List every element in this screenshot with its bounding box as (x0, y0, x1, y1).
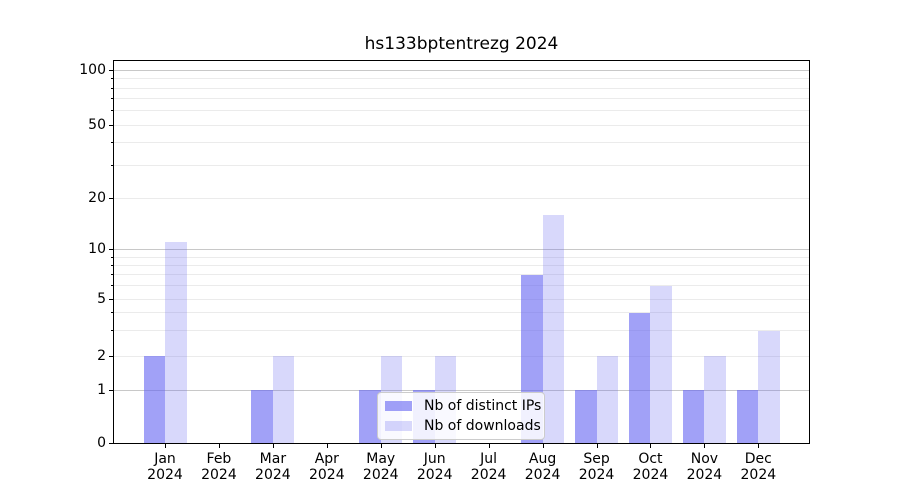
gridline-major (114, 70, 809, 71)
gridline-minor (114, 78, 809, 80)
x-tick-mark (326, 444, 328, 448)
y-tick-mark-minor (111, 78, 113, 80)
bar-downloads (704, 356, 726, 444)
x-tick-label: Jul 2024 (470, 451, 507, 483)
x-tick-label: Dec 2024 (740, 451, 777, 483)
bar-downloads (272, 356, 295, 444)
y-tick-mark-minor (111, 264, 113, 266)
x-tick-mark (596, 444, 598, 448)
y-tick-mark-minor (111, 142, 113, 144)
bar-distinct-ips (575, 390, 597, 444)
bar-downloads (758, 330, 780, 444)
x-tick-label: Mar 2024 (255, 451, 291, 483)
y-tick-mark-minor (111, 256, 113, 258)
y-tick-mark (109, 443, 113, 444)
gridline-minor (114, 330, 809, 332)
y-tick-label: 100 (79, 62, 106, 78)
y-tick-label: 20 (88, 189, 106, 206)
x-tick-label: Feb 2024 (201, 451, 237, 483)
gridline-minor (114, 285, 809, 287)
gridline-minor (114, 142, 809, 144)
x-tick-mark (704, 444, 706, 448)
x-tick-label: Nov 2024 (686, 451, 723, 483)
legend-item: Nb of downloads (385, 416, 541, 436)
y-tick-mark-minor (111, 87, 113, 89)
y-tick-mark (109, 355, 113, 357)
x-tick-mark (380, 444, 382, 448)
y-tick-mark (109, 197, 113, 199)
gridline-minor (114, 256, 809, 258)
gridline-minor (114, 197, 809, 199)
x-tick-label: Oct 2024 (632, 451, 669, 483)
gridline-minor (114, 274, 809, 276)
gridline-major (114, 249, 809, 250)
y-tick-mark-minor (111, 330, 113, 332)
gridline-major (114, 389, 809, 391)
gridline-minor (114, 312, 809, 314)
legend: Nb of distinct IPs Nb of downloads (377, 392, 545, 440)
y-tick-mark-minor (111, 312, 113, 314)
y-tick-mark-minor (111, 274, 113, 276)
bar-distinct-ips (736, 390, 759, 444)
y-tick-label: 1 (97, 381, 106, 398)
bar-distinct-ips (143, 356, 165, 444)
y-tick-label: 0 (97, 435, 106, 451)
y-tick-mark-minor (111, 165, 113, 167)
gridline-minor (114, 110, 809, 112)
bar-distinct-ips (359, 390, 381, 444)
gridline-minor (114, 87, 809, 89)
y-tick-mark-minor (111, 98, 113, 100)
x-tick-mark (434, 444, 436, 448)
bar-distinct-ips (628, 312, 651, 444)
bar-distinct-ips (682, 390, 705, 444)
x-tick-mark (272, 444, 274, 448)
bar-downloads (596, 356, 619, 444)
gridline-minor (114, 355, 809, 357)
y-tick-label: 2 (97, 347, 106, 364)
legend-swatch-downloads (385, 421, 412, 431)
legend-swatch-distinct-ips (385, 401, 412, 411)
x-tick-mark (650, 444, 652, 448)
x-tick-label: May 2024 (362, 451, 399, 483)
y-tick-mark-minor (111, 110, 113, 112)
x-tick-label: Sep 2024 (578, 451, 615, 483)
bar-downloads (542, 214, 565, 444)
x-tick-mark (758, 444, 760, 448)
y-tick-mark (109, 124, 113, 126)
legend-label: Nb of downloads (424, 418, 541, 434)
y-tick-mark (109, 70, 113, 71)
chart-title: hs133bptentrezg 2024 (364, 34, 559, 54)
x-tick-mark (542, 444, 544, 448)
bar-distinct-ips (251, 390, 273, 444)
gridline-minor (114, 165, 809, 167)
x-tick-label: Apr 2024 (308, 451, 345, 483)
legend-label: Nb of distinct IPs (424, 398, 542, 414)
x-tick-label: Aug 2024 (524, 451, 561, 483)
legend-item: Nb of distinct IPs (385, 396, 542, 416)
gridline-minor (114, 98, 809, 100)
gridline-minor (114, 124, 809, 126)
x-tick-label: Jan 2024 (147, 451, 183, 483)
y-tick-mark (109, 389, 113, 391)
gridline-minor (114, 298, 809, 300)
y-tick-mark (109, 249, 113, 250)
x-tick-label: Jun 2024 (416, 451, 453, 483)
y-tick-mark (109, 298, 113, 300)
y-tick-mark-minor (111, 285, 113, 287)
bar-downloads (165, 242, 187, 444)
x-tick-mark (165, 444, 166, 448)
gridline-minor (114, 264, 809, 266)
y-tick-label: 10 (88, 241, 106, 257)
plot-area (114, 61, 809, 444)
y-tick-label: 50 (88, 116, 106, 133)
x-tick-mark (488, 444, 490, 448)
x-tick-mark (218, 444, 220, 448)
y-tick-label: 5 (97, 290, 106, 307)
bar-downloads (650, 285, 672, 444)
